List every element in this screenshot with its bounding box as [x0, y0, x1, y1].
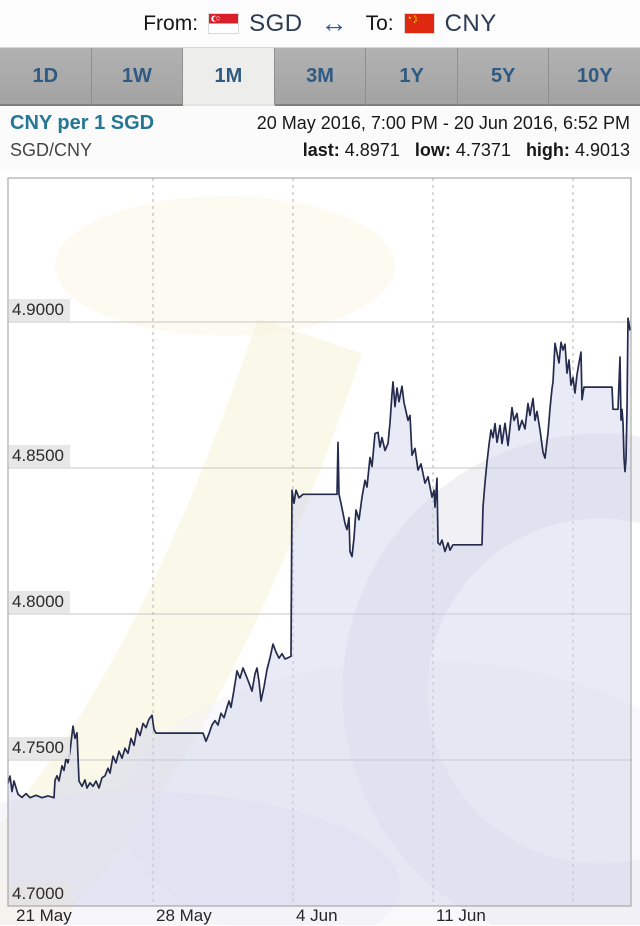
y-axis-label: 4.7500	[9, 737, 70, 759]
tab-1w[interactable]: 1W	[91, 48, 184, 106]
tab-1m[interactable]: 1M	[183, 48, 275, 106]
low-value: 4.7371	[455, 140, 511, 160]
y-axis-label: 4.9000	[9, 299, 70, 321]
high-value: 4.9013	[574, 140, 630, 160]
low-label: low:	[414, 140, 451, 160]
chart-header: CNY per 1 SGD 20 May 2016, 7:00 PM - 20 …	[0, 106, 640, 171]
chart-stats: last: 4.8971 low: 4.7371 high: 4.9013	[303, 140, 630, 161]
y-axis-label: 4.8000	[9, 591, 70, 613]
tab-1d[interactable]: 1D	[0, 48, 92, 106]
from-label: From:	[143, 11, 199, 35]
chart-period: 20 May 2016, 7:00 PM - 20 Jun 2016, 6:52…	[256, 113, 630, 133]
singapore-flag-icon[interactable]	[208, 13, 240, 34]
tab-1y[interactable]: 1Y	[366, 48, 458, 106]
last-label: last:	[302, 140, 340, 160]
x-axis-label: 21 May	[16, 906, 72, 925]
to-currency-code[interactable]: CNY	[444, 9, 497, 37]
to-label: To:	[365, 11, 394, 35]
watermark-logo	[0, 196, 640, 925]
period-tabbar: 1D 1W 1M 3M 1Y 5Y 10Y	[0, 47, 640, 106]
x-axis-label: 28 May	[156, 906, 212, 925]
chart-frame	[7, 177, 632, 907]
price-line	[7, 317, 631, 799]
y-axis-label: 4.8500	[9, 445, 70, 467]
swap-currencies-icon[interactable]: ↔	[320, 8, 348, 38]
area-fill	[8, 318, 630, 906]
x-axis-label: 11 Jun	[436, 906, 486, 925]
currency-pair: SGD/CNY	[10, 140, 93, 160]
from-currency-code[interactable]: SGD	[249, 9, 303, 37]
high-label: high:	[525, 140, 570, 160]
tab-5y[interactable]: 5Y	[457, 48, 550, 106]
currency-header: From: SGD ↔ To: CNY	[0, 0, 640, 47]
x-axis-label: 4 Jun	[296, 906, 338, 925]
chart-title: CNY per 1 SGD	[10, 112, 155, 134]
tab-3m[interactable]: 3M	[274, 48, 367, 106]
y-axis-label: 4.7000	[9, 883, 70, 905]
chart-plot[interactable]	[0, 171, 640, 925]
tab-10y[interactable]: 10Y	[549, 48, 640, 106]
china-flag-icon[interactable]	[403, 13, 435, 34]
rate-chart[interactable]: 4.9000 4.8500 4.8000 4.7500 4.7000 21 May 28 …	[0, 171, 640, 925]
last-value: 4.8971	[344, 140, 400, 160]
